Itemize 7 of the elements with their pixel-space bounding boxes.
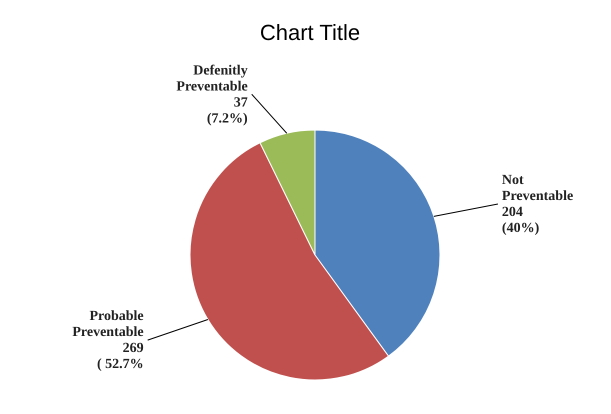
data-label: 37 (7.2%) [206,95,248,126]
chart-title: Chart Title [260,20,360,45]
slice-label: Defenitly Preventable [176,63,248,94]
data-label: 269 ( 52.7% [96,341,144,372]
slice-label: Not Preventable [502,173,574,204]
data-label: 204 (40%) [502,205,540,236]
slice-label: Probable Preventable [72,309,144,340]
